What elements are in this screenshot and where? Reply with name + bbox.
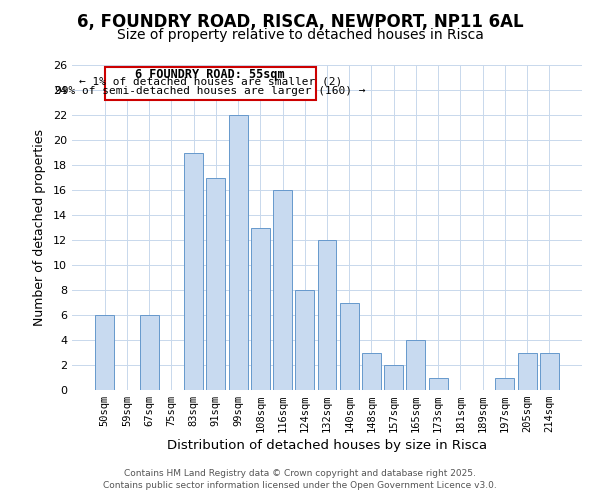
X-axis label: Distribution of detached houses by size in Risca: Distribution of detached houses by size … [167, 440, 487, 452]
Text: Contains public sector information licensed under the Open Government Licence v3: Contains public sector information licen… [103, 481, 497, 490]
Bar [229, 115, 248, 390]
Text: 6, FOUNDRY ROAD, RISCA, NEWPORT, NP11 6AL: 6, FOUNDRY ROAD, RISCA, NEWPORT, NP11 6A… [77, 12, 523, 30]
Bar [406, 340, 425, 390]
Bar [540, 352, 559, 390]
Bar [317, 240, 337, 390]
Text: Contains HM Land Registry data © Crown copyright and database right 2025.: Contains HM Land Registry data © Crown c… [124, 468, 476, 477]
Bar [251, 228, 270, 390]
Text: ← 1% of detached houses are smaller (2): ← 1% of detached houses are smaller (2) [79, 76, 342, 86]
Bar [384, 365, 403, 390]
Bar [295, 290, 314, 390]
Bar [140, 315, 158, 390]
Text: Size of property relative to detached houses in Risca: Size of property relative to detached ho… [116, 28, 484, 42]
Bar [340, 302, 359, 390]
Bar [184, 152, 203, 390]
Bar [95, 315, 114, 390]
Bar [273, 190, 292, 390]
Bar [362, 352, 381, 390]
Bar [518, 352, 536, 390]
Bar [429, 378, 448, 390]
Y-axis label: Number of detached properties: Number of detached properties [33, 129, 46, 326]
Bar [206, 178, 225, 390]
FancyBboxPatch shape [104, 67, 316, 100]
Text: 99% of semi-detached houses are larger (160) →: 99% of semi-detached houses are larger (… [55, 86, 365, 96]
Bar [496, 378, 514, 390]
Text: 6 FOUNDRY ROAD: 55sqm: 6 FOUNDRY ROAD: 55sqm [136, 68, 285, 81]
